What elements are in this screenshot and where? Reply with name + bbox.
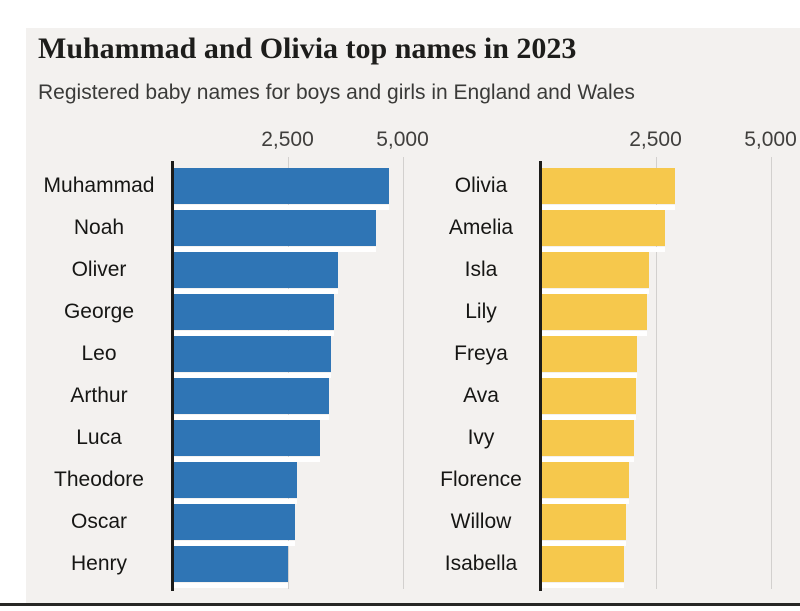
boys-category-label: Muhammad	[43, 174, 155, 197]
boys-bar-arthur	[174, 378, 329, 414]
boys-axis-tick-label: 5,000	[376, 128, 429, 151]
girls-axis-tick-label: 5,000	[744, 128, 797, 151]
girls-bar-lily	[542, 294, 647, 330]
boys-bar-noah	[174, 210, 376, 246]
girls-bar-separator	[542, 499, 629, 504]
boys-bar-separator	[174, 289, 338, 294]
boys-bar-muhammad	[174, 168, 389, 204]
girls-bar-separator	[542, 541, 626, 546]
girls-category-label: Lily	[465, 300, 497, 323]
girls-bar-freya	[542, 336, 637, 372]
chart-title: Muhammad and Olivia top names in 2023	[38, 32, 577, 65]
boys-category-label: Oscar	[70, 510, 127, 533]
girls-bar-separator	[542, 205, 675, 210]
boys-category-label: Leo	[81, 342, 117, 365]
boys-axis-line	[171, 161, 174, 591]
girls-gridline-5,000	[771, 157, 772, 589]
boys-bar-separator	[174, 457, 320, 462]
boys-bar-theodore	[174, 462, 297, 498]
boys-bar-separator	[174, 373, 331, 378]
boys-bar-separator	[174, 499, 297, 504]
girls-bar-isabella	[542, 546, 624, 582]
girls-bar-separator	[542, 247, 665, 252]
girls-bar-separator	[542, 583, 624, 588]
boys-category-label: Noah	[73, 216, 125, 239]
boys-category-label: Luca	[76, 426, 122, 449]
girls-bar-separator	[542, 289, 649, 294]
girls-category-label: Olivia	[454, 174, 508, 197]
boys-bar-oliver	[174, 252, 338, 288]
chart-panel	[26, 28, 800, 603]
boys-bar-separator	[174, 541, 295, 546]
boys-bar-separator	[174, 205, 389, 210]
boys-category-label: George	[63, 300, 135, 323]
boys-category-label: Oliver	[71, 258, 127, 281]
bottom-border	[0, 603, 800, 606]
girls-bar-amelia	[542, 210, 665, 246]
girls-bar-olivia	[542, 168, 675, 204]
girls-bar-willow	[542, 504, 626, 540]
girls-bar-ivy	[542, 420, 634, 456]
boys-bar-henry	[174, 546, 288, 582]
girls-category-label: Freya	[454, 342, 508, 365]
boys-bar-separator	[174, 583, 288, 588]
girls-bar-florence	[542, 462, 629, 498]
boys-category-label: Arthur	[70, 384, 128, 407]
boys-bar-george	[174, 294, 334, 330]
boys-bar-separator	[174, 415, 329, 420]
girls-category-label: Amelia	[448, 216, 514, 239]
boys-bar-leo	[174, 336, 331, 372]
girls-category-label: Isabella	[444, 552, 518, 575]
boys-bar-oscar	[174, 504, 295, 540]
boys-category-label: Henry	[70, 552, 128, 575]
girls-bar-ava	[542, 378, 636, 414]
girls-axis-tick-label: 2,500	[629, 128, 682, 151]
boys-bar-separator	[174, 331, 334, 336]
girls-bar-separator	[542, 331, 647, 336]
boys-bar-luca	[174, 420, 320, 456]
boys-category-label: Theodore	[54, 468, 144, 491]
boys-axis-tick-label: 2,500	[261, 128, 314, 151]
girls-bar-separator	[542, 415, 636, 420]
girls-bar-isla	[542, 252, 649, 288]
girls-category-label: Ava	[463, 384, 499, 407]
girls-bar-separator	[542, 373, 637, 378]
girls-category-label: Florence	[440, 468, 522, 491]
girls-category-label: Isla	[464, 258, 498, 281]
girls-category-label: Ivy	[467, 426, 495, 449]
girls-axis-line	[539, 161, 542, 591]
girls-category-label: Willow	[450, 510, 512, 533]
boys-gridline-5,000	[403, 157, 404, 589]
girls-gridline-2,500	[656, 157, 657, 589]
boys-bar-separator	[174, 247, 376, 252]
girls-bar-separator	[542, 457, 634, 462]
chart-subtitle: Registered baby names for boys and girls…	[38, 81, 635, 104]
